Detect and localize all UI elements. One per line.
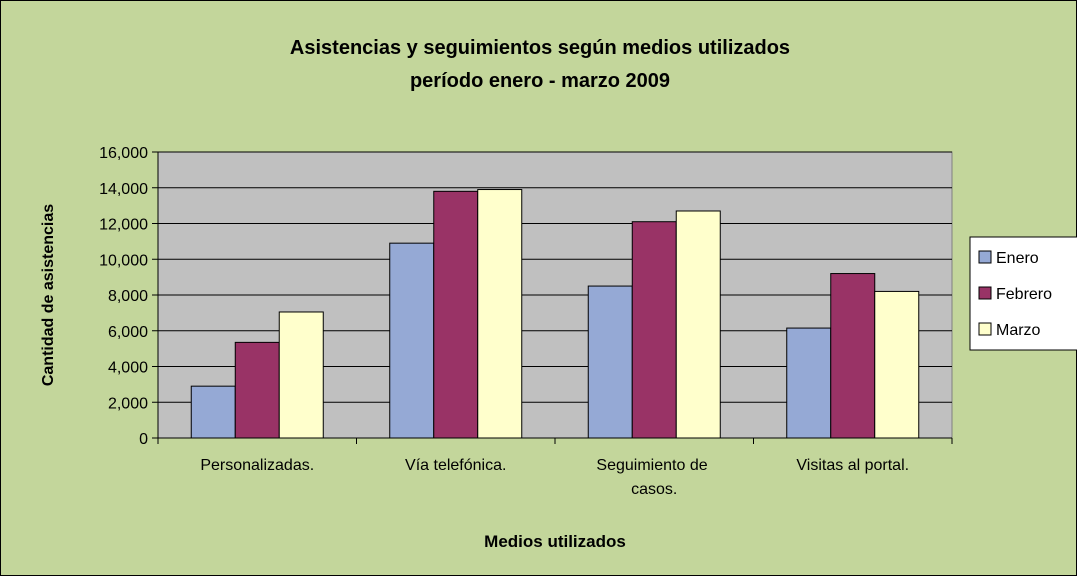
y-tick-label: 0 bbox=[139, 431, 148, 448]
legend-label: Febrero bbox=[996, 286, 1052, 303]
y-tick-label: 6,000 bbox=[108, 324, 148, 341]
y-tick-label: 12,000 bbox=[99, 217, 148, 234]
bar bbox=[786, 327, 832, 439]
legend-swatch bbox=[978, 250, 992, 264]
legend-label: Enero bbox=[996, 250, 1039, 267]
bar bbox=[631, 221, 677, 439]
bar bbox=[477, 189, 523, 439]
y-tick-label: 14,000 bbox=[99, 181, 148, 198]
bar bbox=[874, 290, 920, 439]
bar bbox=[389, 242, 435, 439]
bar bbox=[278, 311, 324, 439]
chart-title: Asistencias y seguimientos según medios … bbox=[290, 37, 790, 59]
legend-label: Marzo bbox=[996, 322, 1041, 339]
bar bbox=[587, 285, 633, 439]
x-tick-label: Vía telefónica. bbox=[405, 457, 506, 474]
bar bbox=[234, 341, 280, 439]
y-tick-label: 8,000 bbox=[108, 288, 148, 305]
x-axis-label: Medios utilizados bbox=[484, 532, 626, 551]
bar bbox=[190, 385, 236, 439]
y-tick-label: 10,000 bbox=[99, 252, 148, 269]
legend-swatch bbox=[978, 286, 992, 300]
y-tick-label: 2,000 bbox=[108, 395, 148, 412]
y-tick-label: 4,000 bbox=[108, 360, 148, 377]
x-tick-label: Personalizadas. bbox=[200, 457, 314, 474]
legend-swatch bbox=[978, 322, 992, 336]
bar bbox=[830, 273, 876, 439]
chart-subtitle: período enero - marzo 2009 bbox=[410, 70, 670, 92]
bar bbox=[675, 210, 721, 439]
y-axis-label: Cantidad de asistencias bbox=[40, 204, 57, 386]
bar bbox=[433, 190, 479, 439]
y-tick-label: 16,000 bbox=[99, 145, 148, 162]
x-tick-label: Visitas al portal. bbox=[796, 457, 909, 474]
x-tick-label: Seguimiento de casos. bbox=[596, 457, 712, 498]
